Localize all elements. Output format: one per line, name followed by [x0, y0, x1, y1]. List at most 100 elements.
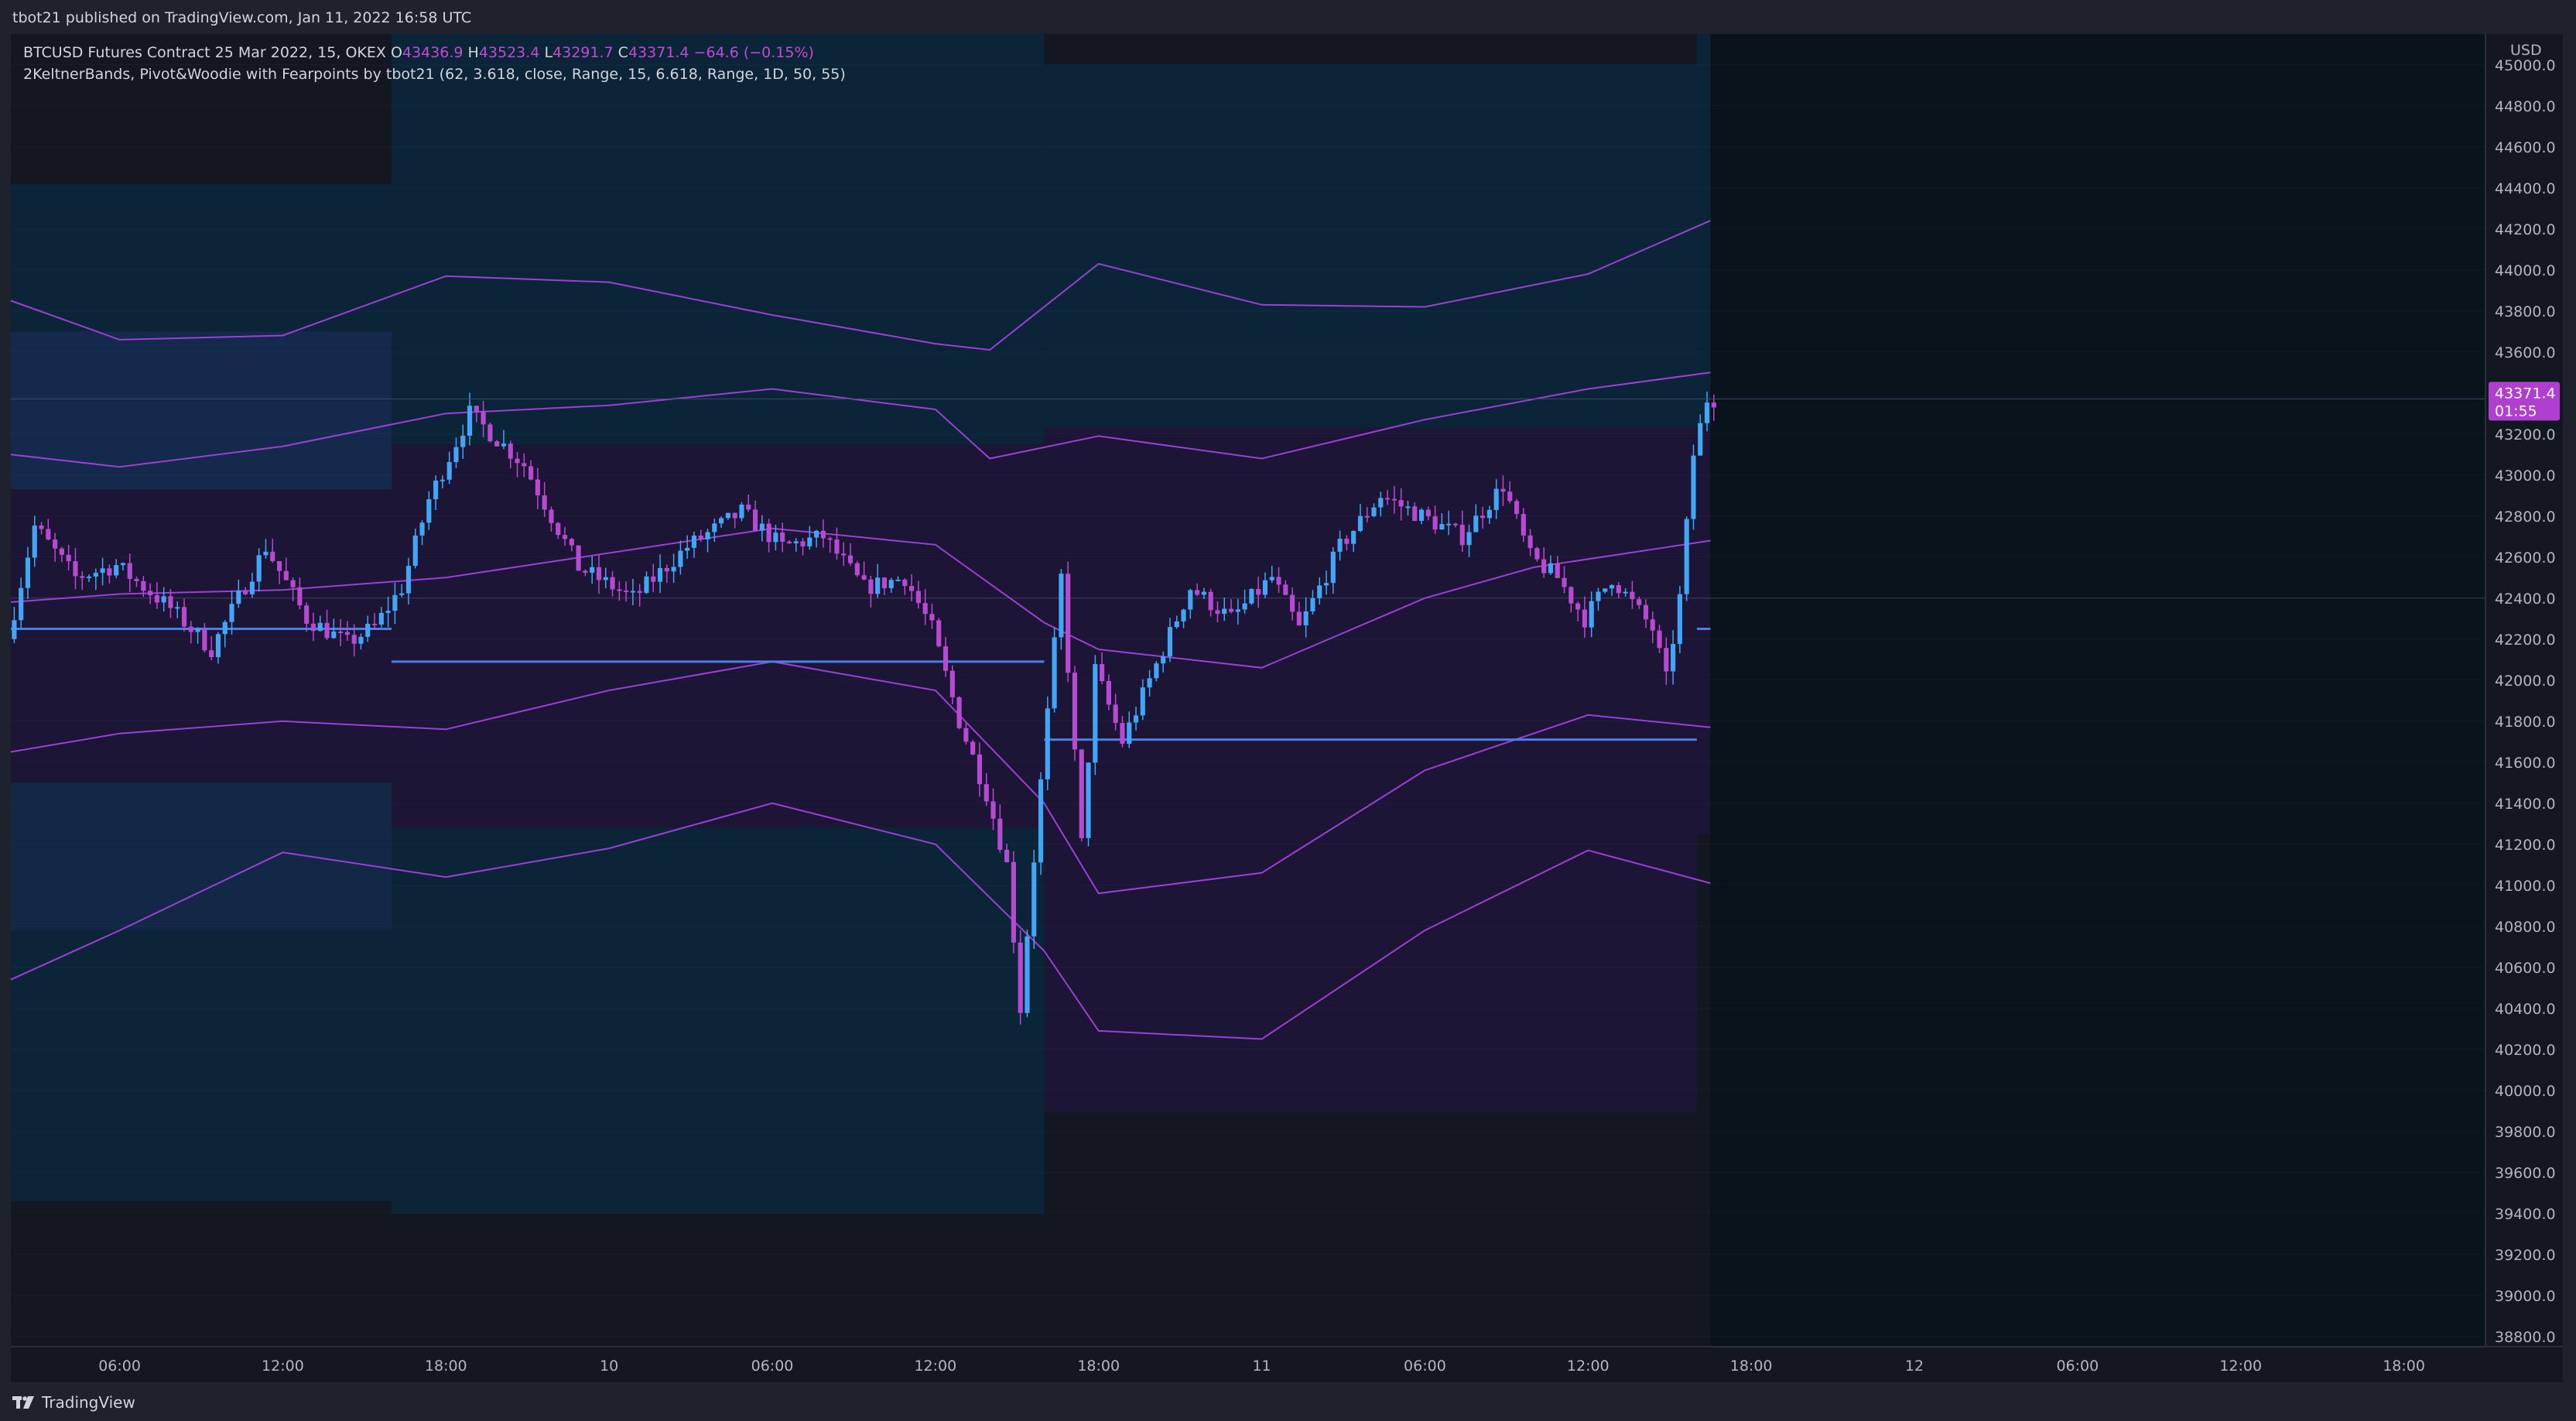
- candle-bear: [188, 626, 193, 632]
- candle-bear: [922, 603, 928, 615]
- price-tick-label: 39600.0: [2495, 1165, 2556, 1182]
- price-tick-label: 43000.0: [2495, 467, 2556, 485]
- candle-bull: [19, 587, 24, 621]
- candle-bear: [1521, 514, 1526, 536]
- time-tick-label: 12: [1905, 1358, 1924, 1375]
- price-tick-label: 44400.0: [2495, 180, 2556, 197]
- candle-bear: [59, 548, 64, 555]
- candle-bear: [1276, 577, 1281, 585]
- candle-bull: [114, 565, 119, 576]
- candle-bear: [583, 570, 588, 574]
- price-tick-label: 40400.0: [2495, 1001, 2556, 1018]
- time-axis[interactable]: 06:00 12:00 18:00 10 06:00 12:00 18:00 11 06:00 1…: [11, 1346, 2563, 1382]
- candle-bull: [453, 447, 459, 462]
- candle-bear: [481, 411, 486, 425]
- candle-bull: [678, 550, 683, 567]
- candle-bull: [875, 577, 881, 594]
- candle-bull: [1473, 515, 1479, 532]
- candle-bull: [630, 591, 635, 593]
- symbol-legend-row[interactable]: BTCUSD Futures Contract 25 Mar 2022, 15,…: [23, 42, 846, 63]
- time-tick-label: 06:00: [1404, 1358, 1446, 1375]
- candle-bull: [1677, 594, 1682, 644]
- candle-bear: [283, 570, 289, 580]
- candle-bear: [1100, 664, 1105, 681]
- open-label: O: [390, 44, 402, 61]
- candle-bull: [1596, 591, 1601, 601]
- candle-bear: [1364, 515, 1370, 518]
- candle-bear: [868, 579, 874, 594]
- candle-bear: [1507, 491, 1513, 502]
- candle-bear: [1527, 535, 1533, 549]
- pivot-zone-band: [392, 444, 1045, 828]
- high-label: H: [467, 44, 479, 61]
- candle-bull: [86, 576, 92, 578]
- candle-bear: [1120, 723, 1125, 745]
- candle-bear: [1480, 515, 1486, 519]
- candle-bear: [148, 591, 153, 596]
- price-axis-background: [2485, 34, 2563, 1347]
- candle-bull: [1317, 585, 1322, 598]
- candle-bear: [929, 614, 935, 621]
- pivot-zone-band: [11, 331, 392, 490]
- candle-bull: [644, 576, 649, 593]
- candle-bear: [1228, 608, 1234, 612]
- candle-bear: [127, 563, 132, 579]
- time-tick-label: 06:00: [751, 1358, 794, 1375]
- candle-bear: [664, 567, 669, 572]
- price-tick-label: 41600.0: [2495, 755, 2556, 772]
- candle-bull: [1127, 722, 1132, 745]
- candle-bull: [467, 406, 473, 436]
- candle-bull: [426, 499, 432, 523]
- time-tick-label: 12:00: [1567, 1358, 1610, 1375]
- candle-bull: [440, 479, 445, 481]
- candle-bull: [603, 577, 608, 580]
- candle-bear: [1344, 539, 1350, 544]
- tradingview-logo[interactable]: TradingView: [12, 1393, 135, 1412]
- candle-bear: [1290, 594, 1295, 612]
- candle-bear: [344, 632, 350, 635]
- candle-bull: [793, 541, 799, 543]
- candle-bear: [834, 539, 840, 554]
- candle-bear: [1256, 588, 1261, 595]
- candle-bull: [807, 537, 812, 546]
- price-tick-label: 41400.0: [2495, 796, 2556, 813]
- candle-bear: [542, 495, 547, 510]
- pivot-zone-band: [1044, 64, 1697, 428]
- candle-bear: [1432, 516, 1438, 530]
- candle-bull: [1140, 687, 1145, 716]
- candle-bear: [107, 568, 112, 576]
- candle-bear: [1582, 609, 1587, 628]
- candle-bull: [1405, 506, 1411, 508]
- price-tick-label: 38800.0: [2495, 1329, 2556, 1346]
- candle-bear: [1296, 611, 1302, 625]
- candle-bear: [984, 784, 989, 802]
- candle-bear: [1072, 673, 1078, 750]
- candle-bear: [915, 591, 921, 604]
- candle-bull: [419, 522, 425, 536]
- candle-bear: [1575, 603, 1581, 610]
- candle-bear: [651, 576, 656, 582]
- candle-bull: [1235, 609, 1240, 612]
- candle-bear: [1011, 861, 1016, 943]
- candle-bear: [1004, 849, 1010, 862]
- time-tick-label: 18:00: [1077, 1358, 1120, 1375]
- candle-bear: [141, 580, 146, 591]
- price-axis[interactable]: 45000.0 44800.0 44600.0 44400.0 44200.0 44000…: [2485, 34, 2563, 1347]
- candle-bull: [412, 535, 418, 567]
- keltner-band-outer_upper: [10, 220, 1711, 351]
- price-tick-label: 41000.0: [2495, 878, 2556, 895]
- tradingview-logo-icon: [12, 1396, 34, 1409]
- candle-bear: [1079, 749, 1084, 838]
- close-value: 43371.4: [628, 44, 689, 61]
- price-tick-label: 40800.0: [2495, 919, 2556, 936]
- candle-bear: [304, 605, 310, 624]
- candle-bear: [936, 620, 942, 647]
- candle-bear: [569, 539, 574, 546]
- candle-bull: [671, 567, 676, 572]
- candle-bull: [739, 504, 744, 519]
- indicator-legend-row[interactable]: 2KeltnerBands, Pivot&Woodie with Fearpoi…: [23, 66, 846, 83]
- pivot-zones: [11, 34, 2485, 1347]
- future-area: [1710, 34, 2485, 1347]
- time-tick-label: 10: [600, 1358, 618, 1375]
